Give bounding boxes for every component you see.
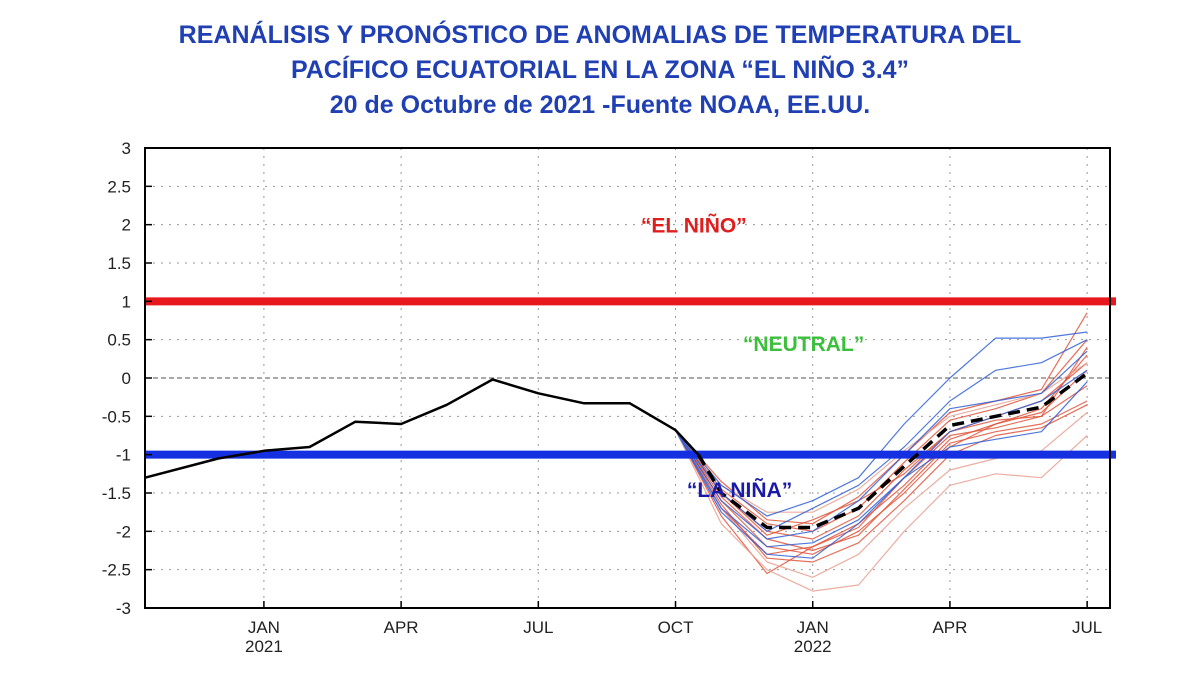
region-label: “LA NIÑA”: [687, 479, 792, 502]
region-labels: “EL NIÑO” “NEUTRAL” “LA NIÑA”: [641, 214, 864, 502]
y-tick-label: 0.5: [107, 331, 131, 350]
ensemble-member-line: [675, 400, 1088, 552]
y-tick-label: 0: [122, 369, 131, 388]
x-tick-label: JAN: [797, 618, 829, 637]
ensemble-member-line: [674, 385, 1088, 575]
title-line-1: REANÁLISIS Y PRONÓSTICO DE ANOMALIAS DE …: [178, 21, 1022, 49]
ensemble-member-line: [674, 404, 1088, 563]
ensemble-member-line: [675, 362, 1088, 513]
region-label: “EL NIÑO”: [641, 214, 747, 237]
ensemble-member-line: [674, 381, 1088, 548]
y-tick-label: -2: [116, 522, 131, 541]
title-line-2: PACÍFICO ECUATORIAL EN LA ZONA “EL NIÑO …: [290, 56, 910, 84]
x-tick-label: JUL: [1072, 618, 1102, 637]
x-tick-label: JUL: [523, 618, 553, 637]
y-tick-label: 1.5: [107, 254, 131, 273]
x-year-label: 2022: [794, 637, 832, 656]
grid: [145, 148, 1110, 608]
axis-ticks: 32.521.510.50-0.5-1-1.5-2-2.5-3JAN2021AP…: [102, 139, 1103, 656]
ensemble-member-line: [674, 350, 1088, 540]
ensemble-member-line: [675, 339, 1088, 532]
y-tick-label: -1.5: [102, 484, 131, 503]
ensemble-member-line: [674, 429, 1088, 592]
region-label: “NEUTRAL”: [743, 333, 864, 356]
y-tick-label: 1: [122, 292, 131, 311]
ensemble-member-line: [674, 369, 1088, 559]
y-tick-label: -3: [116, 599, 131, 618]
series-lines: [144, 371, 1089, 530]
x-tick-label: JAN: [248, 618, 280, 637]
threshold-lines: [145, 297, 1116, 459]
y-tick-label: -0.5: [102, 407, 131, 426]
y-tick-label: -1: [116, 446, 131, 465]
x-tick-label: APR: [932, 618, 967, 637]
y-tick-label: 3: [122, 139, 131, 158]
y-tick-label: -2.5: [102, 561, 131, 580]
x-year-label: 2021: [245, 637, 283, 656]
observed-line: [144, 378, 700, 479]
x-tick-label: APR: [384, 618, 419, 637]
y-tick-label: 2: [122, 216, 131, 235]
x-tick-label: OCT: [658, 618, 694, 637]
ensemble-mean-line: [696, 371, 1089, 530]
title-line-3: 20 de Octubre de 2021 -Fuente NOAA, EE.U…: [329, 91, 871, 119]
y-tick-label: 2.5: [107, 177, 131, 196]
chart-title: REANÁLISIS Y PRONÓSTICO DE ANOMALIAS DE …: [0, 18, 1200, 123]
